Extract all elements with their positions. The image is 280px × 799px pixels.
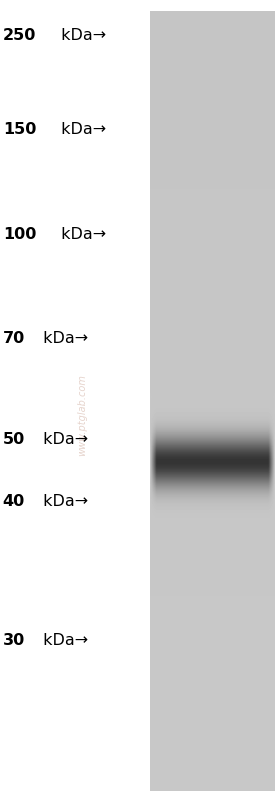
- Text: kDa→: kDa→: [38, 332, 88, 346]
- Text: 70: 70: [3, 332, 25, 346]
- Text: www.ptglab.com: www.ptglab.com: [78, 375, 88, 456]
- Text: kDa→: kDa→: [56, 122, 106, 137]
- Text: kDa→: kDa→: [38, 432, 88, 447]
- Text: 250: 250: [3, 29, 36, 43]
- Text: kDa→: kDa→: [38, 634, 88, 648]
- Text: kDa→: kDa→: [56, 29, 106, 43]
- Text: 50: 50: [3, 432, 25, 447]
- Text: 100: 100: [3, 228, 36, 242]
- Text: kDa→: kDa→: [56, 228, 106, 242]
- Text: 150: 150: [3, 122, 36, 137]
- Text: kDa→: kDa→: [38, 495, 88, 509]
- Text: 30: 30: [3, 634, 25, 648]
- Text: 40: 40: [3, 495, 25, 509]
